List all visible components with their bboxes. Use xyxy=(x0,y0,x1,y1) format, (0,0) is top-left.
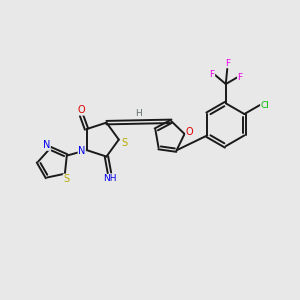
Text: NH: NH xyxy=(103,174,117,183)
Text: F: F xyxy=(238,73,243,82)
Text: N: N xyxy=(43,140,50,150)
Text: F: F xyxy=(210,70,215,79)
Text: O: O xyxy=(186,127,194,136)
Text: S: S xyxy=(63,174,69,184)
Text: S: S xyxy=(121,138,127,148)
Text: F: F xyxy=(225,59,230,68)
Text: Cl: Cl xyxy=(261,100,270,109)
Text: H: H xyxy=(136,109,142,118)
Text: O: O xyxy=(78,105,85,115)
Text: N: N xyxy=(78,146,85,156)
